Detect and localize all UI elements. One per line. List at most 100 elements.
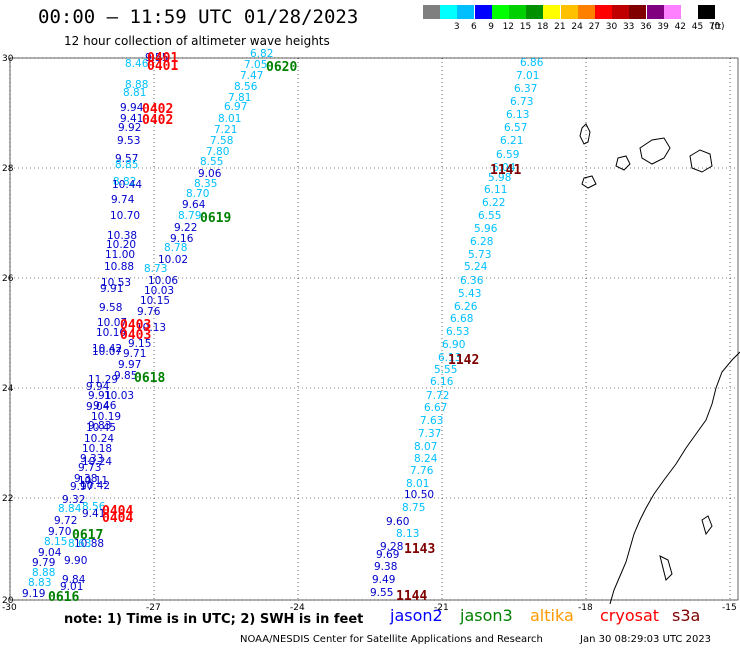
legend-swatch bbox=[629, 5, 647, 19]
wave-height-value: 7.01 bbox=[516, 70, 539, 82]
wave-height-value: 9.28 bbox=[380, 541, 403, 553]
wave-height-value: 9.06 bbox=[198, 168, 222, 180]
wave-height-value: 9.94 bbox=[86, 381, 110, 393]
pass-time-label: 0402 bbox=[142, 113, 173, 128]
lon-tick-label: -18 bbox=[578, 603, 593, 613]
wave-height-value: 10.07 bbox=[97, 317, 127, 329]
wave-height-value: 7.80 bbox=[206, 146, 229, 158]
wave-height-value: 8.01 bbox=[218, 113, 241, 125]
lat-tick-label: 28 bbox=[2, 164, 14, 174]
wave-height-value: 6.59 bbox=[496, 149, 519, 161]
wave-height-value: 8.56 bbox=[82, 501, 106, 513]
wave-height-value: 9.64 bbox=[182, 199, 206, 211]
satellite-legend-jason2: jason2 bbox=[390, 606, 443, 625]
wave-height-value: 10.88 bbox=[74, 538, 104, 550]
pass-time-label: 0618 bbox=[134, 371, 165, 386]
wave-height-value: 6.13 bbox=[506, 109, 529, 121]
wave-height-value: 5.96 bbox=[474, 223, 498, 235]
pass-time-label: 0619 bbox=[200, 211, 231, 226]
wave-height-value: 10.13 bbox=[136, 322, 166, 334]
wave-height-value: 10.03 bbox=[144, 285, 174, 297]
wave-height-value: 6.21 bbox=[500, 135, 523, 147]
generation-date: Jan 30 08:29:03 UTC 2023 bbox=[580, 634, 712, 645]
legend-label: 42 bbox=[674, 22, 687, 32]
wave-height-value: 10.70 bbox=[110, 210, 140, 222]
wave-height-value: 9.04 bbox=[38, 547, 62, 559]
lat-tick-label: 24 bbox=[2, 384, 14, 394]
african-coast bbox=[609, 351, 740, 605]
wave-height-value: 8.70 bbox=[186, 188, 209, 200]
units-note: note: 1) Time is in UTC; 2) SWH is in fe… bbox=[64, 612, 364, 627]
lat-tick-label: 22 bbox=[2, 494, 13, 504]
legend-swatch bbox=[577, 5, 595, 19]
page-title: 00:00 – 11:59 UTC 01/28/2023 bbox=[38, 6, 359, 28]
lon-tick-label: -15 bbox=[722, 603, 737, 613]
wave-height-value: 8.73 bbox=[144, 263, 167, 275]
wave-height-value: 10.07 bbox=[92, 346, 122, 358]
page-subtitle: 12 hour collection of altimeter wave hei… bbox=[64, 34, 330, 48]
lat-tick-label: 20 bbox=[2, 596, 14, 606]
wave-height-value: 5.73 bbox=[468, 249, 491, 261]
wave-height-value: 8.79 bbox=[178, 210, 201, 222]
wave-height-value: 9.04 bbox=[86, 401, 110, 413]
legend-label: 45 bbox=[691, 22, 704, 32]
wave-height-value: 9.73 bbox=[78, 462, 101, 474]
wave-height-value: 9.70 bbox=[48, 526, 71, 538]
wave-height-value: 9.74 bbox=[111, 194, 135, 206]
wave-height-value: 9.46 bbox=[93, 400, 117, 412]
wave-height-value: 10.42 bbox=[80, 480, 110, 492]
wave-height-value: 6.53 bbox=[446, 326, 469, 338]
pass-time-label: 0620 bbox=[266, 60, 297, 75]
wave-height-value: 11.29 bbox=[88, 374, 118, 386]
wave-height-value: 9.84 bbox=[62, 574, 86, 586]
legend-label: 30 bbox=[605, 22, 618, 32]
wave-height-value: 11.00 bbox=[105, 249, 135, 261]
legend-swatch bbox=[560, 5, 578, 19]
wave-height-value: 6.36 bbox=[460, 275, 484, 287]
pass-time-label: 1142 bbox=[448, 353, 479, 368]
wave-height-value: 9.32 bbox=[62, 494, 85, 506]
wave-height-value: 9.57 bbox=[115, 153, 138, 165]
wave-height-value: 9.55 bbox=[145, 52, 168, 64]
legend-label: 70 bbox=[708, 22, 721, 32]
legend-label: 24 bbox=[571, 22, 583, 32]
wave-height-value: 5.55 bbox=[434, 364, 457, 376]
wave-height-value: 6.28 bbox=[470, 236, 493, 248]
axis-tick-labels: 30 28 26 24 22 20-30 -27 -24 -21 -18 -15 bbox=[2, 54, 737, 613]
legend-swatch bbox=[595, 5, 612, 19]
wave-height-value: 9.53 bbox=[117, 135, 140, 147]
wave-height-value: 9.97 bbox=[118, 359, 141, 371]
wave-height-value: 9.69 bbox=[376, 549, 399, 561]
lat-tick-label: 30 bbox=[2, 54, 14, 64]
wave-height-value: 8.88 bbox=[125, 79, 148, 91]
pass-time-label: 0401 bbox=[147, 51, 178, 66]
legend-swatch bbox=[526, 5, 544, 19]
pass-time-label: 1144 bbox=[396, 589, 427, 604]
lat-tick-label: 26 bbox=[2, 274, 14, 284]
wave-height-value: 10.15 bbox=[140, 295, 170, 307]
satellite-legend-jason3: jason3 bbox=[460, 606, 513, 625]
pass-time-label: 0617 bbox=[72, 528, 103, 543]
wave-height-value: 9.58 bbox=[99, 302, 122, 314]
wave-height-value: 6.97 bbox=[224, 101, 247, 113]
lon-tick-label: -24 bbox=[290, 603, 305, 613]
legend-swatch bbox=[543, 5, 561, 19]
wave-height-value: 8.85 bbox=[115, 159, 138, 171]
wave-height-value: 9.41 bbox=[82, 508, 105, 520]
wave-height-value: 9.94 bbox=[120, 102, 144, 114]
wave-height-value: 5.43 bbox=[458, 288, 481, 300]
legend-label: 15 bbox=[519, 22, 532, 32]
wave-height-values: 9.558.468.888.819.949.419.929.539.578.85… bbox=[22, 48, 544, 600]
legend-swatch bbox=[663, 5, 681, 19]
legend-label: 9 bbox=[488, 22, 494, 32]
wave-height-value: 10.53 bbox=[101, 277, 131, 289]
pass-time-label: 0403 bbox=[120, 328, 151, 343]
wave-height-value: 10.11 bbox=[78, 475, 108, 487]
wave-height-value: 9.19 bbox=[22, 588, 45, 600]
satellite-legend-cryosat: cryosat bbox=[600, 606, 660, 625]
wave-height-value: 7.05 bbox=[244, 59, 267, 71]
wave-height-value: 9.15 bbox=[128, 338, 151, 350]
wave-height-value: 9.79 bbox=[32, 557, 55, 569]
wave-height-value: 7.47 bbox=[240, 70, 263, 82]
wave-height-value: 9.38 bbox=[374, 561, 397, 573]
